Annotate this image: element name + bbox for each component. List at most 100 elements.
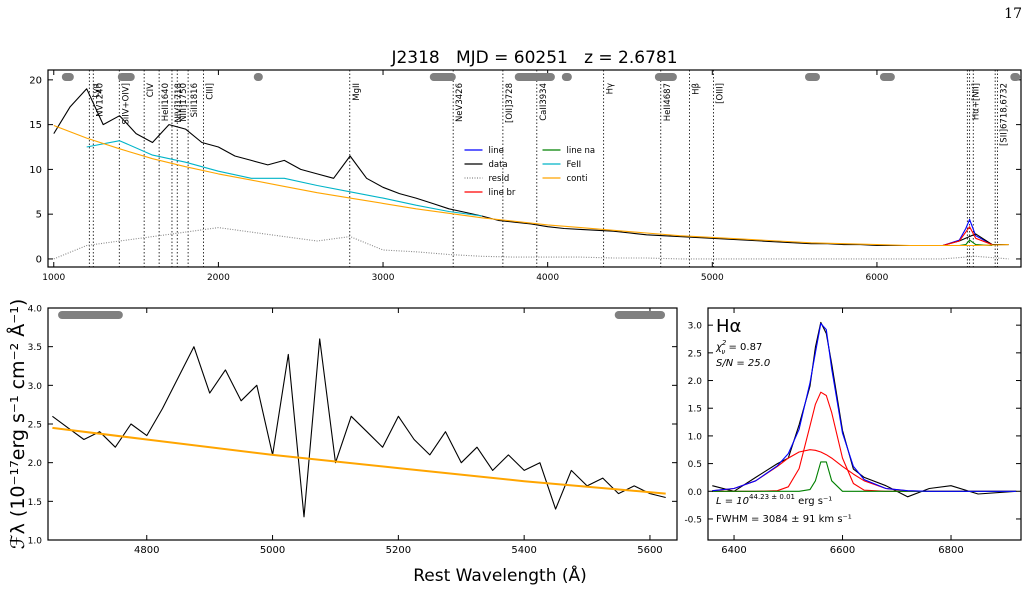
y-tick-label: 1.0	[688, 432, 703, 442]
plot-area	[52, 338, 666, 518]
axes-frame	[47, 307, 678, 541]
legend-label: resid	[489, 174, 510, 184]
chart-title: J2318 MJD = 60251 z = 2.6781	[390, 48, 677, 68]
fit-window	[1010, 73, 1021, 81]
line-marker-label: CaII3934	[539, 83, 549, 121]
y-tick-label: 4.0	[28, 305, 43, 315]
fit-window	[117, 73, 135, 81]
series-line	[53, 124, 1009, 247]
y-tick-label: 1.5	[28, 498, 42, 508]
chi2-value: = 0.87	[725, 342, 762, 353]
fit-window	[804, 73, 820, 81]
chi2-sup: 2	[722, 339, 727, 347]
line-marker-label: NIII]1750	[179, 83, 189, 122]
luminosity-text: L = 10	[716, 496, 749, 507]
line-name: Hα	[716, 316, 741, 337]
y-tick-label: 1.5	[688, 405, 702, 415]
line-marker-label: NV1240	[95, 83, 105, 117]
fit-window	[654, 73, 677, 81]
y-tick-label: 15	[29, 120, 42, 131]
x-tick-label: 6600	[830, 545, 855, 556]
axes-frame	[47, 69, 1022, 268]
x-tick-label: 3000	[372, 273, 395, 283]
y-tick-label: -0.5	[684, 515, 702, 525]
line-marker-label: CIII]	[205, 83, 215, 100]
y-tick-label: 3.0	[688, 322, 703, 332]
line-marker-label: Hγ	[606, 83, 616, 94]
x-tick-label: 6000	[865, 273, 888, 283]
x-tick-label: 5400	[511, 545, 536, 556]
luminosity-annotation: L = 1044.23 ± 0.01 erg s⁻¹	[716, 493, 832, 507]
legend-label: FeII	[567, 160, 582, 170]
fit-window	[429, 73, 456, 81]
series-line	[712, 322, 1017, 492]
series-line	[712, 449, 1017, 492]
line-marker-label: [SII]6718,6732	[999, 83, 1009, 146]
chi2-symbol: χ	[715, 342, 723, 353]
series-line	[942, 218, 993, 247]
fit-window	[614, 311, 666, 319]
luminosity-exponent: 44.23 ± 0.01	[749, 493, 795, 501]
line-marker-label: SiII1816	[190, 83, 200, 117]
y-tick-label: 3.5	[28, 343, 42, 353]
series-line	[942, 226, 993, 247]
fit-window	[561, 73, 572, 81]
chi2-sub: ν	[721, 348, 725, 356]
x-tick-label: 5600	[637, 545, 662, 556]
x-tick-label: 5200	[386, 545, 411, 556]
y-tick-label: 0	[36, 254, 42, 265]
line-marker-label: Hβ	[691, 83, 701, 95]
line-marker-label: HeII1640	[161, 83, 171, 121]
luminosity-unit: erg s⁻¹	[795, 496, 832, 507]
line-marker-label: CIV	[146, 83, 156, 97]
x-tick-label: 4800	[134, 545, 159, 556]
line-marker-label: HeII4687	[663, 83, 673, 121]
legend-label: line na	[567, 146, 596, 156]
x-tick-label: 5000	[701, 273, 724, 283]
x-tick-label: 1000	[42, 273, 65, 283]
line-marker-label: Lyα	[91, 83, 101, 98]
y-tick-label: 0.0	[688, 488, 703, 498]
y-tick-label: 20	[29, 75, 42, 86]
fit-window	[879, 73, 895, 81]
series-line	[52, 338, 666, 518]
y-tick-label: 1.0	[28, 537, 43, 547]
y-tick-label: 2.0	[688, 377, 703, 387]
y-tick-label: 2.5	[28, 421, 42, 431]
fit-window	[514, 73, 555, 81]
line-marker-label: [OIII]	[715, 83, 725, 104]
y-tick-label: 0.5	[688, 460, 702, 470]
x-tick-label: 6400	[721, 545, 746, 556]
y-tick-label: 3.0	[28, 382, 43, 392]
x-tick-label: 6800	[938, 545, 963, 556]
x-tick-label: 4000	[536, 273, 559, 283]
line-marker-label: NIV]1718	[174, 83, 184, 123]
x-axis-label: Rest Wavelength (Å)	[413, 564, 587, 586]
x-tick-label: 5000	[260, 545, 285, 556]
fwhm-annotation: FWHM = 3084 ± 91 km s⁻¹	[716, 514, 852, 525]
y-tick-label: 2.5	[688, 349, 702, 359]
plot-area	[712, 321, 1017, 498]
legend-label: data	[489, 160, 508, 170]
series-line	[53, 88, 1009, 247]
chi2-annotation: χ2 ν = 0.87	[715, 339, 762, 356]
y-tick-label: 10	[29, 165, 42, 176]
line-marker-label: [OII]3728	[505, 83, 515, 123]
line-marker-label: SiIV+OIV]	[121, 83, 131, 125]
legend-label: line br	[489, 188, 516, 198]
line-marker-label: MgII	[352, 83, 362, 101]
legend-label: conti	[567, 174, 588, 184]
page-number: 17	[1004, 6, 1022, 22]
legend-label: line	[489, 146, 504, 156]
snr-annotation: S/N = 25.0	[716, 358, 770, 369]
plot-area	[53, 70, 1009, 267]
series-line	[52, 426, 666, 495]
line-marker-label: Hα+[NII]	[972, 83, 982, 120]
series-line	[86, 140, 482, 217]
y-tick-label: 2.0	[28, 459, 43, 469]
fit-window	[58, 311, 123, 319]
line-marker-label: NeV3426	[455, 83, 465, 122]
fit-window	[253, 73, 263, 81]
y-axis-label: ℱλ (10⁻¹⁷erg s⁻¹ cm⁻² Å⁻¹)	[6, 299, 29, 550]
